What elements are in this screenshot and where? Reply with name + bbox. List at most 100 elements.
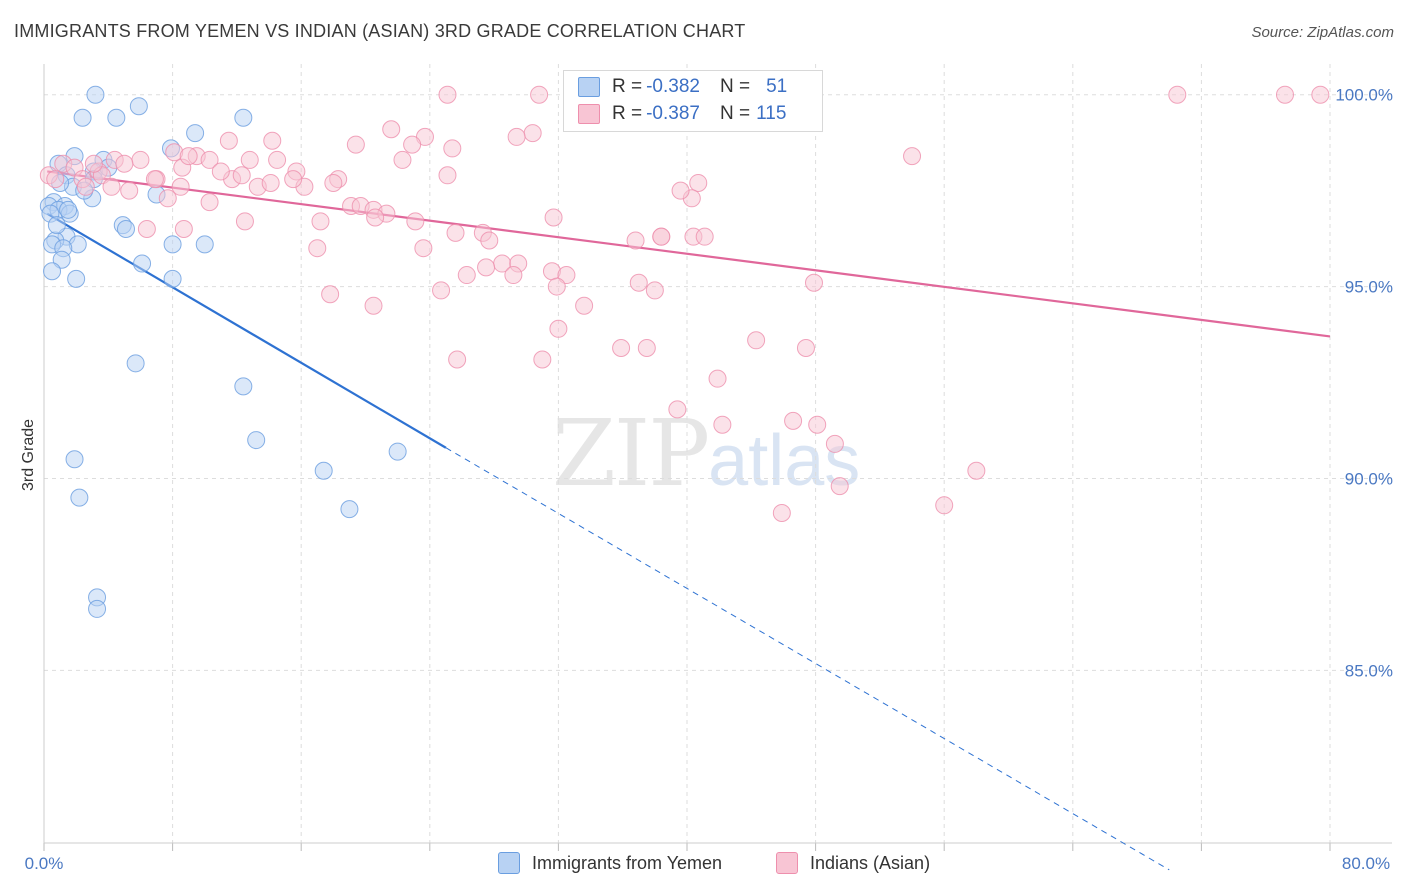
data-point-yemen	[47, 216, 66, 235]
data-point-indian	[46, 170, 65, 189]
data-point-indian	[747, 331, 766, 350]
data-point-indian	[808, 415, 827, 434]
data-point-indian	[695, 227, 714, 246]
data-point-indian	[174, 220, 193, 239]
legend-row-yemen: R = -0.382 N = 51	[578, 75, 787, 99]
data-point-indian	[346, 135, 365, 154]
trend-extension-yemen	[445, 447, 1170, 871]
data-point-indian	[1168, 85, 1187, 104]
data-point-indian	[713, 415, 732, 434]
data-point-indian	[324, 173, 343, 192]
data-point-indian	[477, 258, 496, 277]
data-point-indian	[131, 150, 150, 169]
chart-title: IMMIGRANTS FROM YEMEN VS INDIAN (ASIAN) …	[14, 21, 746, 41]
data-point-indian	[784, 411, 803, 430]
legend-swatch-indian	[578, 104, 600, 124]
data-point-indian	[637, 338, 656, 357]
data-point-yemen	[129, 97, 148, 116]
data-point-indian	[903, 147, 922, 166]
data-point-indian	[102, 177, 121, 196]
legend-item-yemen: Immigrants from Yemen	[498, 852, 722, 874]
legend-n-label: N =	[719, 76, 751, 97]
legend-swatch-yemen	[578, 77, 600, 97]
data-point-indian	[120, 181, 139, 200]
data-point-yemen	[86, 85, 105, 104]
data-point-yemen	[126, 354, 145, 373]
data-point-indian	[549, 319, 568, 338]
legend-n-value: 115	[756, 103, 787, 124]
y-axis-label: 3rd Grade	[20, 419, 37, 491]
data-point-yemen	[163, 269, 182, 288]
data-point-indian	[457, 266, 476, 285]
data-point-indian	[179, 147, 198, 166]
data-point-indian	[137, 220, 156, 239]
data-point-indian	[772, 503, 791, 522]
data-point-indian	[171, 177, 190, 196]
y-tick-label: 95.0%	[1345, 278, 1393, 297]
legend-label-yemen: Immigrants from Yemen	[532, 852, 723, 873]
legend-label-indian: Indians (Asian)	[810, 852, 931, 873]
source-label: Source: ZipAtlas.com	[1251, 24, 1394, 41]
data-point-indian	[414, 239, 433, 258]
data-point-indian	[504, 266, 523, 285]
data-point-indian	[708, 369, 727, 388]
trend-line-yemen	[46, 212, 447, 449]
data-point-indian	[76, 177, 95, 196]
x-tick-label: 0.0%	[25, 854, 64, 873]
data-point-indian	[200, 193, 219, 212]
data-point-indian	[530, 85, 549, 104]
legend-n-label: N =	[719, 103, 751, 124]
data-point-indian	[235, 212, 254, 231]
data-point-yemen	[107, 108, 126, 127]
legend-r-value: -0.387	[646, 103, 700, 124]
data-point-indian	[544, 208, 563, 227]
data-point-indian	[240, 150, 259, 169]
data-point-yemen	[43, 262, 62, 281]
data-point-yemen	[52, 250, 71, 269]
data-point-indian	[967, 461, 986, 480]
data-point-yemen	[67, 269, 86, 288]
watermark: ZIPatlas	[552, 400, 860, 507]
data-point-indian	[825, 434, 844, 453]
data-point-yemen	[314, 461, 333, 480]
data-point-indian	[443, 139, 462, 158]
data-point-yemen	[70, 488, 89, 507]
correlation-legend: R = -0.382 N = 51 R = -0.387 N = 115	[563, 70, 823, 132]
data-point-yemen	[88, 599, 107, 618]
data-point-yemen	[186, 124, 205, 143]
legend-row-indian: R = -0.387 N = 115	[578, 102, 786, 126]
data-point-yemen	[116, 220, 135, 239]
data-point-indian	[268, 150, 287, 169]
data-point-indian	[200, 150, 219, 169]
data-point-indian	[311, 212, 330, 231]
data-point-indian	[263, 131, 282, 150]
data-point-indian	[382, 120, 401, 139]
data-point-yemen	[195, 235, 214, 254]
data-point-indian	[652, 227, 671, 246]
trend-lines	[46, 170, 1331, 871]
data-point-indian	[575, 296, 594, 315]
legend-r-value: -0.382	[646, 76, 700, 97]
x-tick-label: 80.0%	[1342, 854, 1390, 873]
data-point-indian	[507, 127, 526, 146]
data-point-indian	[158, 189, 177, 208]
tick-labels: 85.0% 90.0% 95.0% 100.0% 0.0% 80.0%	[25, 86, 1393, 873]
legend-item-indian: Indians (Asian)	[776, 852, 930, 874]
data-point-indian	[211, 162, 230, 181]
data-point-indian	[626, 231, 645, 250]
legend-n-value: 51	[766, 76, 788, 97]
data-point-indian	[612, 338, 631, 357]
data-point-yemen	[73, 108, 92, 127]
legend-r-label: R =	[612, 76, 643, 97]
legend-swatch-yemen	[498, 852, 520, 874]
data-point-yemen	[133, 254, 152, 273]
data-point-indian	[935, 496, 954, 515]
data-point-indian	[406, 212, 425, 231]
data-point-indian	[219, 131, 238, 150]
data-point-indian	[533, 350, 552, 369]
data-point-indian	[796, 338, 815, 357]
legend-swatch-indian	[776, 852, 798, 874]
data-point-indian	[480, 231, 499, 250]
data-point-indian	[308, 239, 327, 258]
